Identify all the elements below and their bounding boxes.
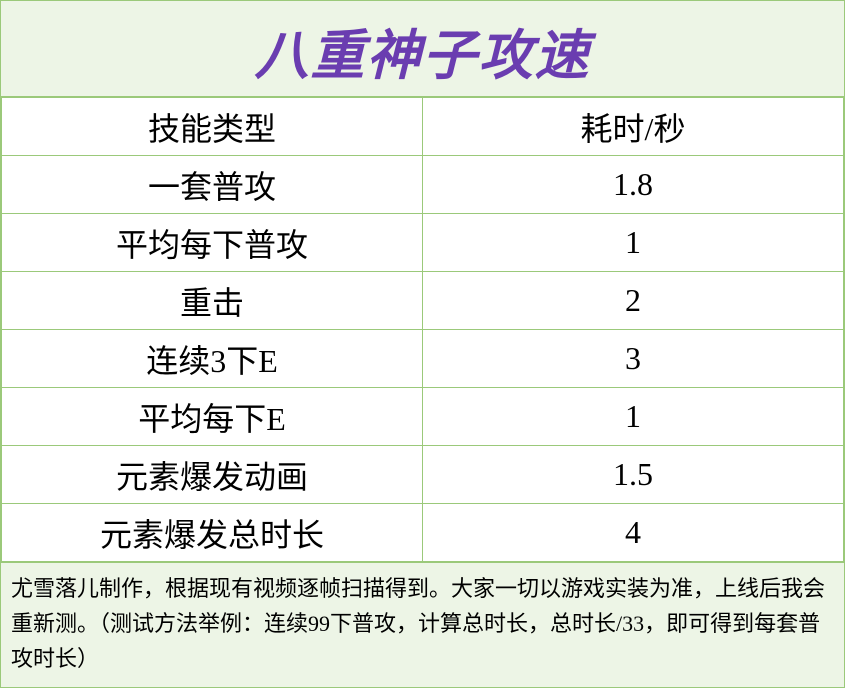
col-header-skill: 技能类型 [2,98,423,156]
cell-value: 4 [423,504,844,562]
cell-label: 重击 [2,272,423,330]
title-row: 八重神子攻速 [1,1,844,97]
table-container: 八重神子攻速 技能类型 耗时/秒 一套普攻 1.8 平均每下普攻 1 重击 2 … [0,0,845,688]
cell-label: 一套普攻 [2,156,423,214]
cell-value: 1.8 [423,156,844,214]
table-row: 一套普攻 1.8 [2,156,844,214]
table-header-row: 技能类型 耗时/秒 [2,98,844,156]
data-table: 技能类型 耗时/秒 一套普攻 1.8 平均每下普攻 1 重击 2 连续3下E 3… [1,97,844,562]
cell-label: 平均每下普攻 [2,214,423,272]
cell-label: 连续3下E [2,330,423,388]
cell-label: 平均每下E [2,388,423,446]
table-row: 平均每下E 1 [2,388,844,446]
cell-label: 元素爆发动画 [2,446,423,504]
cell-value: 3 [423,330,844,388]
cell-value: 1.5 [423,446,844,504]
cell-label: 元素爆发总时长 [2,504,423,562]
table-row: 平均每下普攻 1 [2,214,844,272]
cell-value: 2 [423,272,844,330]
col-header-time: 耗时/秒 [423,98,844,156]
table-row: 重击 2 [2,272,844,330]
table-row: 元素爆发动画 1.5 [2,446,844,504]
table-row: 元素爆发总时长 4 [2,504,844,562]
page-title: 八重神子攻速 [255,26,591,86]
table-row: 连续3下E 3 [2,330,844,388]
cell-value: 1 [423,214,844,272]
cell-value: 1 [423,388,844,446]
footer-note: 尤雪落儿制作，根据现有视频逐帧扫描得到。大家一切以游戏实装为准，上线后我会重新测… [1,562,844,687]
